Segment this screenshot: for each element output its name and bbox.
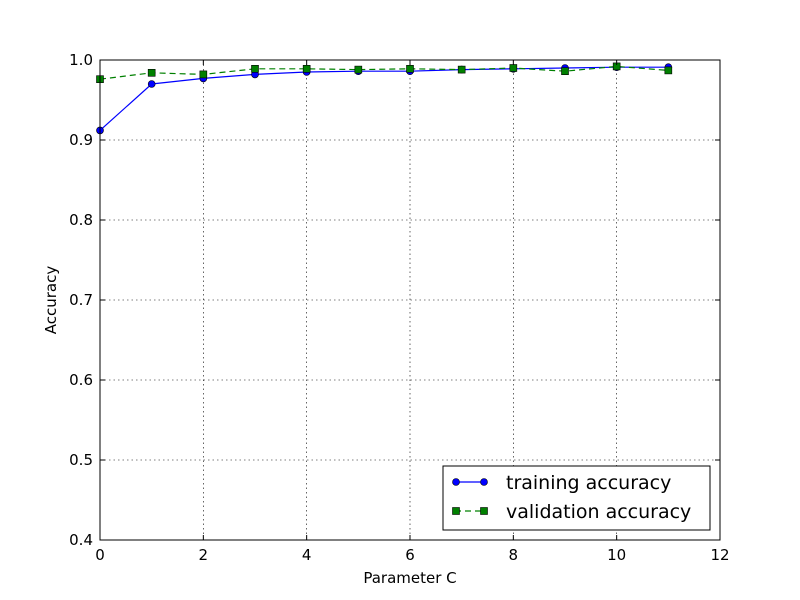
legend-marker-training [480,478,488,486]
data-point-validation [457,65,466,74]
y-axis-label: Accuracy [42,266,60,335]
x-axis-label: Parameter C [363,569,456,587]
data-point-validation [509,64,518,72]
y-tick-label: 1.0 [69,51,93,69]
data-point-validation [561,67,569,75]
tick-labels: 0 2 4 6 8 10 12 0.4 0.5 0.6 0.7 0.8 0.9 1.0 [69,51,729,564]
legend-marker-training [452,478,460,486]
data-point-validation [664,66,673,75]
legend-label-validation: validation accuracy [506,501,691,523]
legend-marker-validation [480,507,488,515]
legend: training accuracy validation accuracy [442,465,711,531]
plot-series [96,62,673,135]
y-tick-label: 0.6 [69,371,93,389]
y-tick-label: 0.4 [69,531,93,549]
y-tick-label: 0.9 [69,131,93,149]
y-tick-label: 0.7 [69,291,93,309]
x-tick-label: 10 [607,546,626,564]
data-point-validation [199,70,208,79]
data-point-validation [147,69,156,77]
y-tick-label: 0.5 [69,451,93,469]
x-tick-label: 8 [509,546,519,564]
series-line-training [99,66,669,131]
x-tick-label: 2 [199,546,209,564]
legend-marker-validation [452,507,460,515]
data-point-training [147,80,156,88]
data-point-validation [406,65,414,73]
data-point-validation [251,65,259,73]
axis-ticks [99,59,721,541]
y-tick-label: 0.8 [69,211,93,229]
series-line-validation [99,65,669,80]
data-point-validation [302,65,311,73]
x-tick-label: 12 [710,546,729,564]
x-tick-label: 0 [95,546,105,564]
x-tick-label: 6 [405,546,415,564]
data-point-validation [354,65,363,74]
x-tick-label: 4 [302,546,312,564]
legend-box [442,465,711,531]
legend-label-training: training accuracy [506,472,671,494]
grid-lines [100,60,720,540]
